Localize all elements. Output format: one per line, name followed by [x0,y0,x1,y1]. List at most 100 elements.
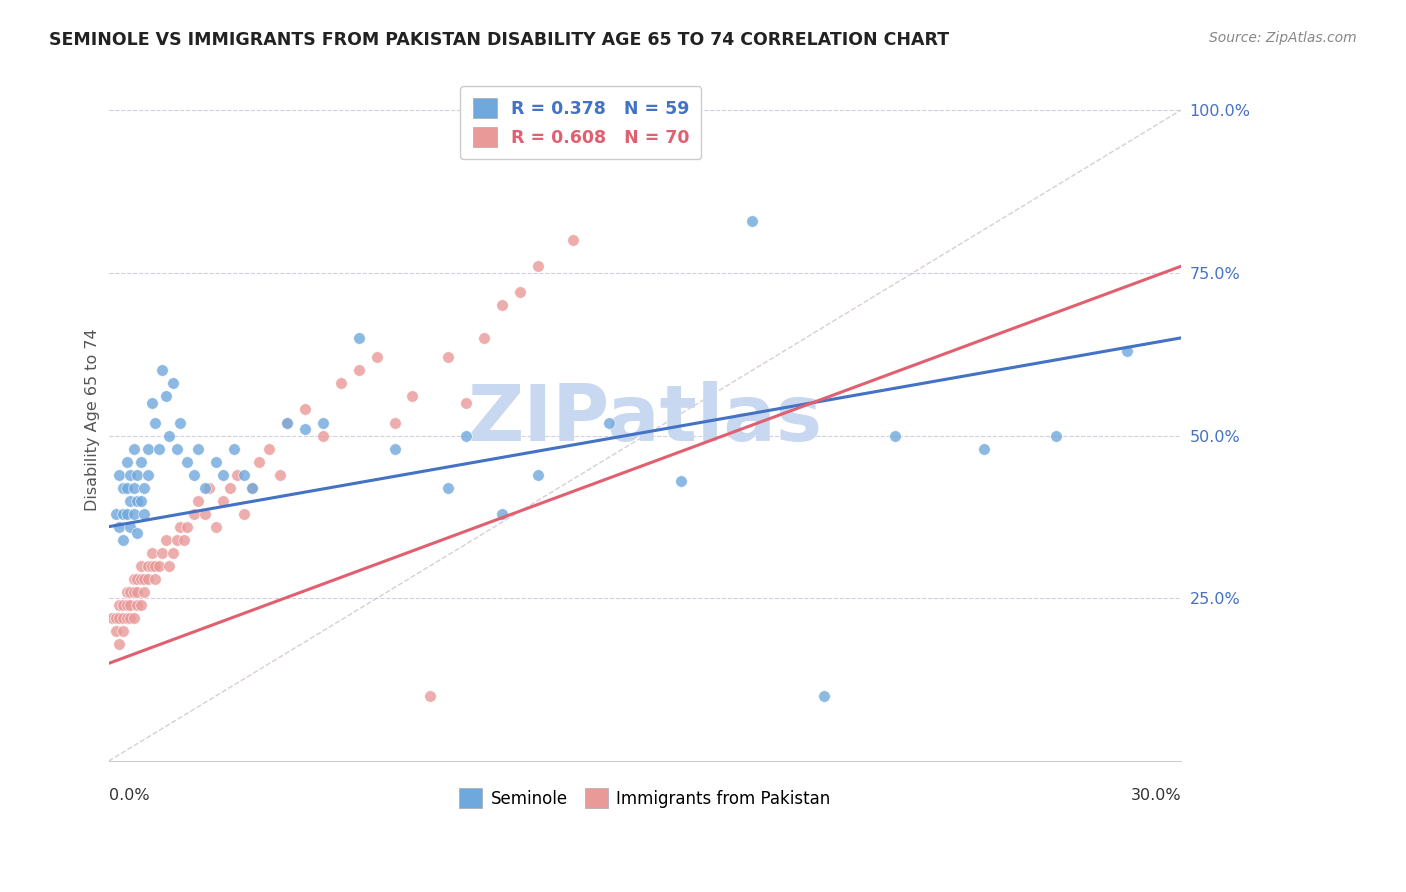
Point [276,416,298,430]
Point [173,533,195,547]
Point [456,428,478,442]
Point [312,428,335,442]
Point [347,363,370,377]
Point [157,558,180,573]
Point [155,389,177,403]
Point [294,402,316,417]
Point [115,584,138,599]
Point [157,428,180,442]
Point [111,507,134,521]
Point [120,584,142,599]
Point [134,507,156,521]
Point [183,467,205,482]
Point [122,442,145,456]
Point [183,507,205,521]
Point [813,689,835,703]
Point [141,546,163,560]
Point [115,507,138,521]
Point [108,467,131,482]
Point [741,213,763,227]
Point [233,467,256,482]
Point [330,376,353,391]
Point [104,611,127,625]
Point [111,533,134,547]
Point [115,611,138,625]
Point [562,233,585,247]
Text: 0.0%: 0.0% [108,788,149,803]
Point [162,546,184,560]
Point [197,481,219,495]
Point [134,584,156,599]
Point [240,481,263,495]
Point [233,507,256,521]
Point [212,493,235,508]
Text: 30.0%: 30.0% [1130,788,1181,803]
Point [269,467,291,482]
Point [127,526,149,541]
Point [129,454,152,468]
Point [247,454,270,468]
Point [134,481,156,495]
Point [155,533,177,547]
Point [129,558,152,573]
Point [384,416,406,430]
Point [120,467,142,482]
Point [148,558,170,573]
Point [973,442,995,456]
Point [120,598,142,612]
Point [143,572,166,586]
Point [194,481,217,495]
Point [491,507,513,521]
Point [437,481,460,495]
Point [136,558,159,573]
Point [111,624,134,638]
Point [115,454,138,468]
Point [419,689,441,703]
Point [509,285,531,300]
Point [276,416,298,430]
Point [669,474,692,488]
Point [136,572,159,586]
Point [205,454,228,468]
Point [148,442,170,456]
Point [127,493,149,508]
Point [111,481,134,495]
Point [122,572,145,586]
Point [472,331,495,345]
Point [187,493,209,508]
Point [240,481,263,495]
Point [136,467,159,482]
Point [129,493,152,508]
Point [122,584,145,599]
Point [169,416,191,430]
Point [143,416,166,430]
Point [150,546,173,560]
Point [1116,343,1139,358]
Point [162,376,184,391]
Point [104,624,127,638]
Point [120,519,142,533]
Point [122,507,145,521]
Point [194,507,217,521]
Point [384,442,406,456]
Point [884,428,907,442]
Point [212,467,235,482]
Point [150,363,173,377]
Text: ZIPatlas: ZIPatlas [467,381,823,458]
Point [526,259,548,273]
Point [294,422,316,436]
Point [104,507,127,521]
Point [526,467,548,482]
Point [111,598,134,612]
Point [127,572,149,586]
Point [101,611,124,625]
Point [136,442,159,456]
Point [366,351,388,365]
Point [1045,428,1067,442]
Point [141,396,163,410]
Point [401,389,423,403]
Point [129,598,152,612]
Point [491,298,513,312]
Point [598,416,620,430]
Point [120,611,142,625]
